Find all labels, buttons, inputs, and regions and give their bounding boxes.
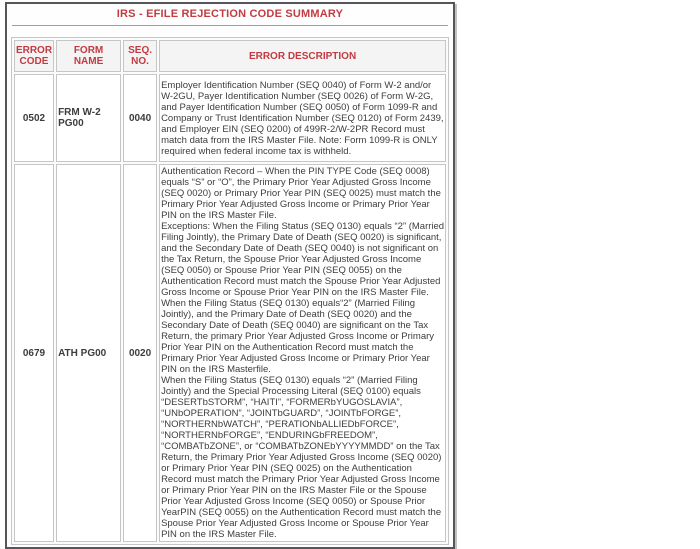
title-divider bbox=[12, 25, 448, 26]
header-error-code: ERROR CODE bbox=[13, 40, 55, 72]
form-name-value: ATH PG00 bbox=[56, 164, 122, 542]
page-title: IRS - EFILE REJECTION CODE SUMMARY bbox=[116, 8, 344, 20]
table-row: 0502 FRM W-2 PG00 0040 Employer Identifi… bbox=[13, 74, 447, 162]
rejection-code-table: ERROR CODE FORM NAME SEQ. NO. ERROR DESC… bbox=[10, 37, 450, 545]
seq-no-value: 0020 bbox=[123, 164, 158, 542]
error-description-cell: Employer Identification Number (SEQ 0040… bbox=[159, 74, 447, 162]
header-seq-no: SEQ. NO. bbox=[123, 40, 158, 72]
seq-no-value: 0040 bbox=[123, 74, 158, 162]
header-form-name: FORM NAME bbox=[56, 40, 122, 72]
description-paragraph: When the Filing Status (SEQ 0130) equals… bbox=[161, 375, 442, 540]
header-error-description: ERROR DESCRIPTION bbox=[159, 40, 447, 72]
form-name-value: FRM W-2 PG00 bbox=[56, 74, 122, 162]
error-code-value: 0502 bbox=[13, 74, 55, 162]
description-paragraph: When the Filing Status (SEQ 0130) equals… bbox=[161, 298, 435, 375]
report-page-frame: IRS - EFILE REJECTION CODE SUMMARY ERROR… bbox=[5, 2, 455, 549]
table-header-row: ERROR CODE FORM NAME SEQ. NO. ERROR DESC… bbox=[13, 40, 447, 72]
error-description-cell: Authentication Record – When the PIN TYP… bbox=[159, 164, 447, 542]
table-row: 0679 ATH PG00 0020 Authentication Record… bbox=[13, 164, 447, 542]
description-paragraph: Employer Identification Number (SEQ 0040… bbox=[161, 79, 444, 157]
error-code-value: 0679 bbox=[13, 164, 55, 542]
description-paragraph: Authentication Record – When the PIN TYP… bbox=[161, 166, 441, 221]
description-paragraph: Exceptions: When the Filing Status (SEQ … bbox=[161, 221, 445, 298]
